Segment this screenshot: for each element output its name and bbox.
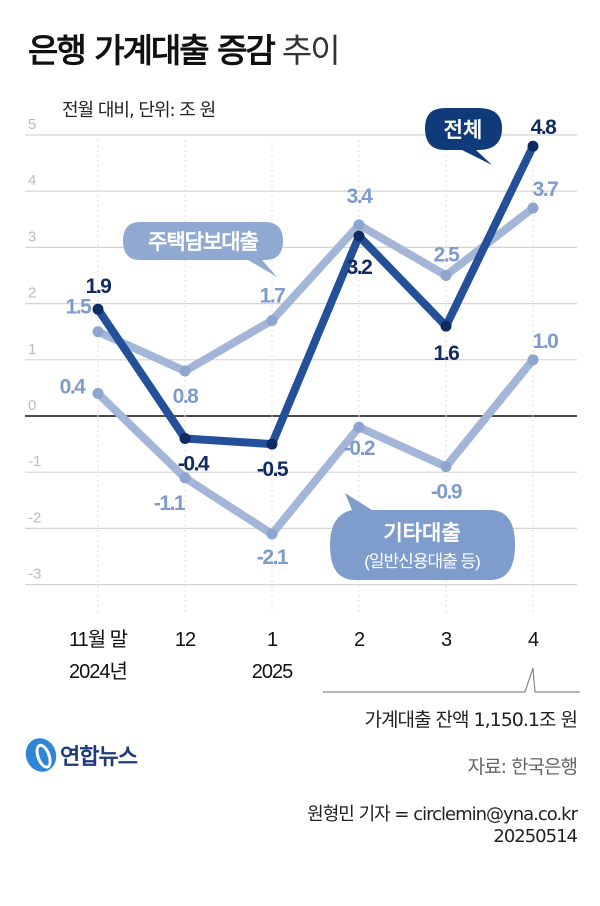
y-tick-label: 4 <box>28 172 36 189</box>
data-label: 0.8 <box>173 385 200 408</box>
balance-bracket <box>323 667 580 693</box>
chart-subtitle: 전월 대비, 단위: 조 원 <box>62 100 216 121</box>
data-point <box>266 314 278 326</box>
data-label: 4.8 <box>531 116 558 139</box>
title-light: 추이 <box>281 31 341 70</box>
data-point <box>92 326 104 338</box>
x-tick-sublabel: 2025 <box>252 661 293 683</box>
data-point <box>527 202 539 214</box>
title-bold: 은행 가계대출 증감 <box>28 31 276 70</box>
data-label: -0.2 <box>344 437 375 460</box>
data-point <box>92 303 104 315</box>
y-tick-label: -3 <box>28 566 41 583</box>
x-tick-sublabel: 2024년 <box>69 660 127 683</box>
x-tick-label: 12 <box>175 629 196 651</box>
x-tick-label: 1 <box>267 629 278 651</box>
data-label: 3.7 <box>533 178 559 201</box>
data-point <box>179 472 191 484</box>
legend-label-other: 기타대출 <box>383 522 460 545</box>
logo-text: 연합뉴스 <box>60 745 138 770</box>
data-point <box>440 461 452 473</box>
yonhap-logo-icon <box>21 733 61 777</box>
legend-bubble-mortgage <box>123 222 283 277</box>
data-label: -1.1 <box>154 492 186 515</box>
y-tick-label: 2 <box>28 285 36 302</box>
credit: 원형민 기자 = circlemin@yna.co.kr <box>307 804 578 825</box>
data-label: 1.7 <box>260 284 286 307</box>
data-label: -0.4 <box>178 452 210 475</box>
data-point <box>527 140 539 152</box>
data-point <box>266 438 278 450</box>
data-label: -0.5 <box>257 458 289 481</box>
data-label: 1.5 <box>66 296 93 319</box>
data-point <box>353 421 365 433</box>
yonhap-logo: 연합뉴스 <box>21 733 138 777</box>
data-point <box>353 230 365 242</box>
legend-label-total: 전체 <box>444 119 483 142</box>
y-tick-label: 5 <box>28 116 36 133</box>
date: 20250514 <box>493 826 578 847</box>
source: 자료: 한국은행 <box>467 756 578 778</box>
series-line-주택담보대출 <box>96 204 536 376</box>
data-label: -0.9 <box>431 481 462 504</box>
data-label: 1.9 <box>86 275 112 298</box>
data-label: 0.4 <box>60 376 87 399</box>
legend-label-mortgage: 주택담보대출 <box>148 231 259 254</box>
x-tick-label: 4 <box>528 629 539 651</box>
legend-sublabel-other: (일반신용대출 등) <box>364 552 480 571</box>
data-label: 3.4 <box>347 185 374 208</box>
y-tick-label: -2 <box>28 509 41 526</box>
legend-bubble-total <box>425 108 502 165</box>
y-tick-label: -1 <box>28 453 41 470</box>
x-tick-label: 11월 말 <box>69 628 128 651</box>
legend-bubble-other <box>330 493 515 580</box>
y-tick-label: 1 <box>28 341 36 358</box>
y-tick-label: 0 <box>28 397 36 414</box>
data-point <box>353 219 365 231</box>
data-point <box>440 270 452 281</box>
x-tick-label: 3 <box>441 629 452 651</box>
data-point <box>266 528 278 540</box>
chart-title: 은행 가계대출 증감 추이 <box>28 24 341 72</box>
data-label: 3.2 <box>347 256 373 279</box>
series-line-기타대출 <box>95 357 537 539</box>
data-label: 1.6 <box>434 342 460 365</box>
data-label: 2.5 <box>434 244 461 267</box>
data-point <box>440 320 452 332</box>
series-line-전체 <box>94 144 537 449</box>
data-label: -2.1 <box>257 546 289 569</box>
data-point <box>179 365 191 377</box>
data-point <box>527 354 539 366</box>
data-label: 1.0 <box>533 330 559 353</box>
data-point <box>92 388 104 400</box>
y-tick-label: 3 <box>28 228 36 245</box>
data-point <box>179 432 191 444</box>
balance-note: 가계대출 잔액 1,150.1조 원 <box>364 709 578 731</box>
x-tick-label: 2 <box>354 629 365 651</box>
